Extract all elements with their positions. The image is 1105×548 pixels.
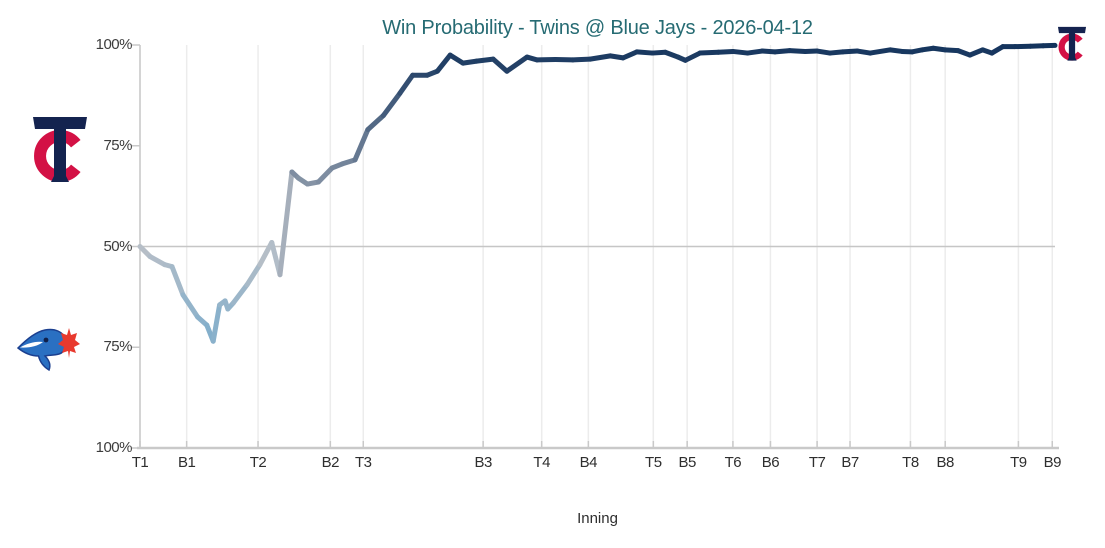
win-probability-line (137, 42, 1058, 344)
win-probability-segment (230, 282, 250, 306)
y-axis-label: 75% (103, 136, 132, 154)
y-axis-label: 50% (103, 237, 132, 255)
x-axis-tick-label: T3 (354, 454, 372, 471)
x-axis-tick-label: B1 (177, 454, 196, 471)
win-probability-segment (180, 292, 201, 320)
x-axis-tick-label: T2 (249, 454, 267, 471)
win-probability-segment (352, 127, 371, 163)
gridlines (139, 45, 1055, 448)
blue-jays-logo-icon (16, 328, 80, 372)
win-probability-segment (490, 56, 510, 74)
win-probability-segment (277, 169, 295, 278)
x-axis-tick-label: T9 (1010, 454, 1027, 471)
win-probability-segment (682, 50, 703, 63)
x-axis-tick-label: B9 (1043, 454, 1062, 471)
twins-logo-endpoint-icon (1057, 26, 1087, 61)
y-axis-label: 100% (95, 36, 133, 53)
jay-eye (43, 337, 49, 343)
x-axis-tick-label: B7 (841, 454, 859, 471)
win-probability-segment (447, 52, 466, 66)
x-axis-tick-label: T4 (533, 454, 550, 471)
twins-t-shape (33, 117, 87, 182)
y-axis-label: 100% (95, 439, 133, 456)
win-probability-segment (210, 302, 223, 344)
x-axis-tick-label: T8 (902, 454, 919, 471)
twins-logo-icon (33, 117, 87, 182)
win-probability-segment (257, 239, 275, 268)
x-axis-tick-label: T6 (724, 454, 742, 471)
x-axis-tick-label: B5 (678, 454, 696, 471)
win-probability-segment (365, 113, 386, 133)
chart-title: Win Probability - Twins @ Blue Jays - 20… (382, 17, 813, 39)
jay-head-shape (16, 328, 68, 372)
x-axis-tick-label: B3 (474, 454, 492, 471)
win-probability-segment (147, 254, 168, 268)
x-axis-tick-label: T1 (131, 454, 149, 471)
x-axis-tick-label: B4 (579, 454, 598, 471)
win-probability-segment (474, 56, 496, 64)
win-probability-segment (587, 53, 613, 62)
y-axis-label: 75% (103, 338, 132, 356)
win-probability-segment (570, 56, 593, 63)
win-probability-segment (697, 49, 721, 56)
win-probability-segment (634, 49, 655, 56)
jay-cheek-shape (20, 341, 43, 348)
win-probability-segment (867, 47, 893, 56)
maple-leaf-icon (58, 328, 80, 358)
win-probability-segment (787, 48, 808, 54)
win-probability-segment (434, 52, 453, 74)
x-axis-tick-label: T5 (645, 454, 662, 471)
x-axis-title: Inning (577, 510, 618, 527)
x-axis-tick-label: B8 (936, 454, 955, 471)
win-probability-segment (315, 165, 335, 185)
win-probability-segment (504, 54, 530, 74)
win-probability-segment (169, 264, 186, 298)
x-axis-tick-label: B6 (761, 454, 780, 471)
x-axis-tick-label: T7 (808, 454, 826, 471)
x-axis-tick-label: B2 (321, 454, 340, 471)
win-probability-segment (380, 90, 403, 119)
win-probability-segment (244, 262, 263, 288)
win-probability-segment (397, 72, 416, 96)
